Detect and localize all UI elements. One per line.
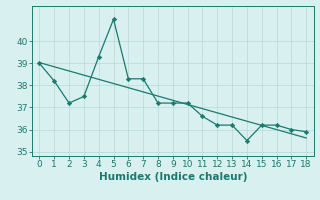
X-axis label: Humidex (Indice chaleur): Humidex (Indice chaleur) <box>99 172 247 182</box>
